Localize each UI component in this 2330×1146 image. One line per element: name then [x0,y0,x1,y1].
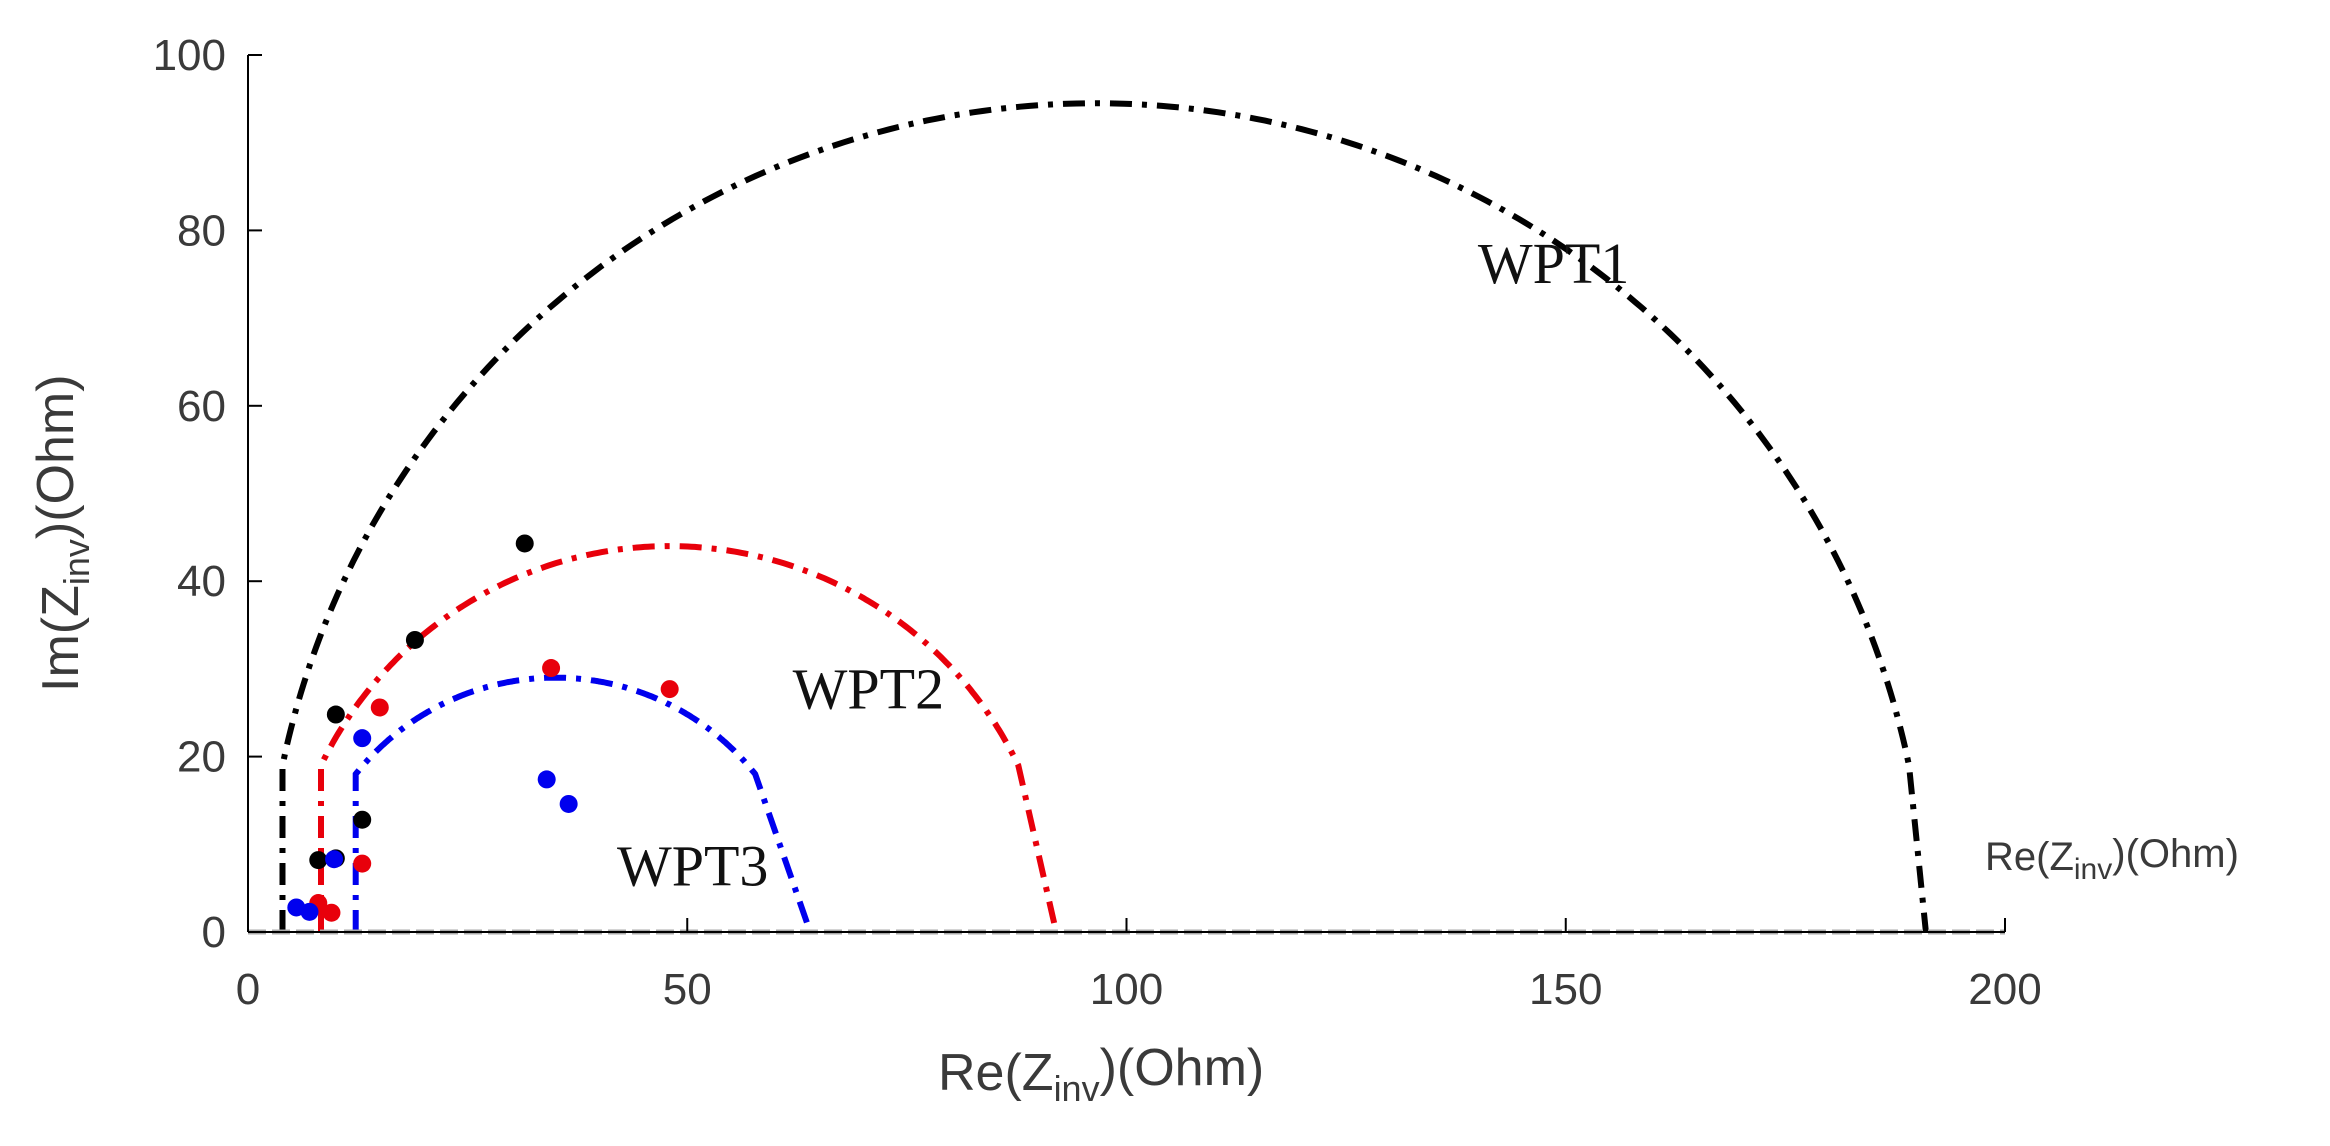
data-point-wpt2 [370,698,389,717]
series-label-wpt1: WPT1 [1478,231,1629,296]
curve-wpt3 [352,674,814,933]
data-point-wpt2 [660,680,679,699]
y-tick-label: 60 [177,382,226,431]
data-point-wpt1 [353,810,372,829]
x-tick-label: 150 [1529,965,1602,1014]
data-point-wpt2 [542,659,561,678]
data-point-wpt1 [405,630,424,649]
y-tick-label: 0 [202,908,226,957]
labels-layer: WPT1 WPT2 WPT3 [617,231,1629,898]
data-point-wpt1 [515,534,534,553]
series-label-wpt2: WPT2 [793,656,944,721]
data-point-wpt3 [325,850,344,869]
x-axis-title: Re(Zinv)(Ohm) [938,1039,1264,1109]
data-point-wpt3 [287,898,306,917]
data-point-wpt2 [322,903,341,922]
data-point-wpt1 [309,851,328,870]
x-tick-label: 50 [663,965,712,1014]
x-axis-end-label: Re(Zinv)(Ohm) [1985,832,2239,886]
x-tick-label: 0 [236,965,260,1014]
curve-wpt2 [318,543,1060,933]
curves-layer [279,100,1929,933]
x-tick-label: 100 [1090,965,1163,1014]
y-axis-title: Im(Zinv)(Ohm) [27,374,97,692]
axes-layer: 0 50 100 150 200 0 20 40 60 80 100 Re(Zinv)(Ohm) Im(… [27,31,2239,1109]
data-point-wpt3 [537,770,556,789]
y-tick-label: 40 [177,557,226,606]
data-point-wpt1 [326,705,345,724]
x-tick-label: 200 [1968,965,2041,1014]
series-label-wpt3: WPT3 [617,834,768,899]
data-point-wpt2 [353,854,372,873]
data-point-wpt3 [353,729,372,748]
y-tick-label: 80 [177,206,226,255]
data-point-wpt3 [559,794,578,813]
y-tick-label: 20 [177,733,226,782]
curve-wpt1 [279,100,1929,933]
y-tick-label: 100 [153,31,226,80]
points-layer [287,534,679,922]
